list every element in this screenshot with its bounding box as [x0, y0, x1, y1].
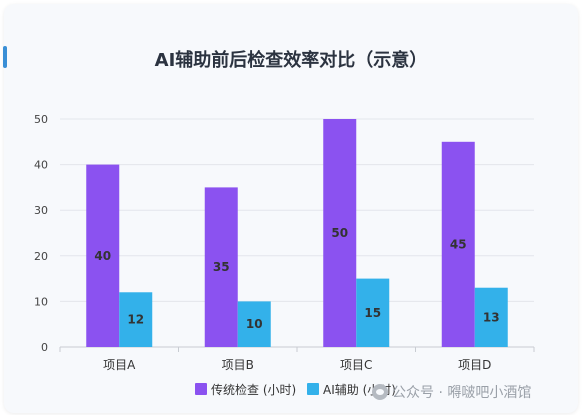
accent-bar	[3, 46, 7, 68]
bar	[119, 292, 153, 347]
data-label: 10	[246, 317, 263, 331]
x-tick-label: 项目D	[458, 358, 491, 372]
bar	[237, 301, 271, 347]
watermark: 公众号 · 嘚啵吧小酒馆	[372, 382, 531, 402]
x-tick-label: 项目C	[340, 358, 372, 372]
data-label: 12	[127, 313, 144, 327]
y-tick-label: 50	[34, 113, 48, 126]
chart-title: AI辅助前后检查效率对比（示意）	[154, 50, 428, 71]
y-tick-label: 0	[41, 341, 48, 354]
bar	[323, 119, 357, 347]
data-label: 40	[94, 249, 111, 263]
data-label: 35	[213, 260, 230, 274]
x-tick-label: 项目A	[103, 358, 136, 372]
bar	[86, 164, 120, 347]
data-label: 45	[450, 237, 467, 251]
wechat-icon	[372, 384, 388, 400]
bar	[204, 187, 238, 347]
bar	[356, 278, 390, 347]
watermark-text: 公众号 · 嘚啵吧小酒馆	[392, 385, 532, 401]
legend-swatch	[307, 383, 319, 395]
y-tick-label: 20	[34, 250, 48, 263]
data-label: 15	[364, 306, 381, 320]
data-label: 13	[483, 310, 500, 324]
data-label: 50	[331, 226, 348, 240]
bar	[474, 287, 508, 347]
y-tick-label: 30	[34, 204, 48, 217]
bar	[441, 141, 475, 347]
x-tick-label: 项目B	[222, 358, 254, 372]
legend-swatch	[195, 383, 207, 395]
y-tick-label: 40	[34, 159, 48, 172]
y-tick-label: 10	[34, 295, 48, 308]
legend-label: 传统检查 (小时)	[211, 382, 296, 397]
